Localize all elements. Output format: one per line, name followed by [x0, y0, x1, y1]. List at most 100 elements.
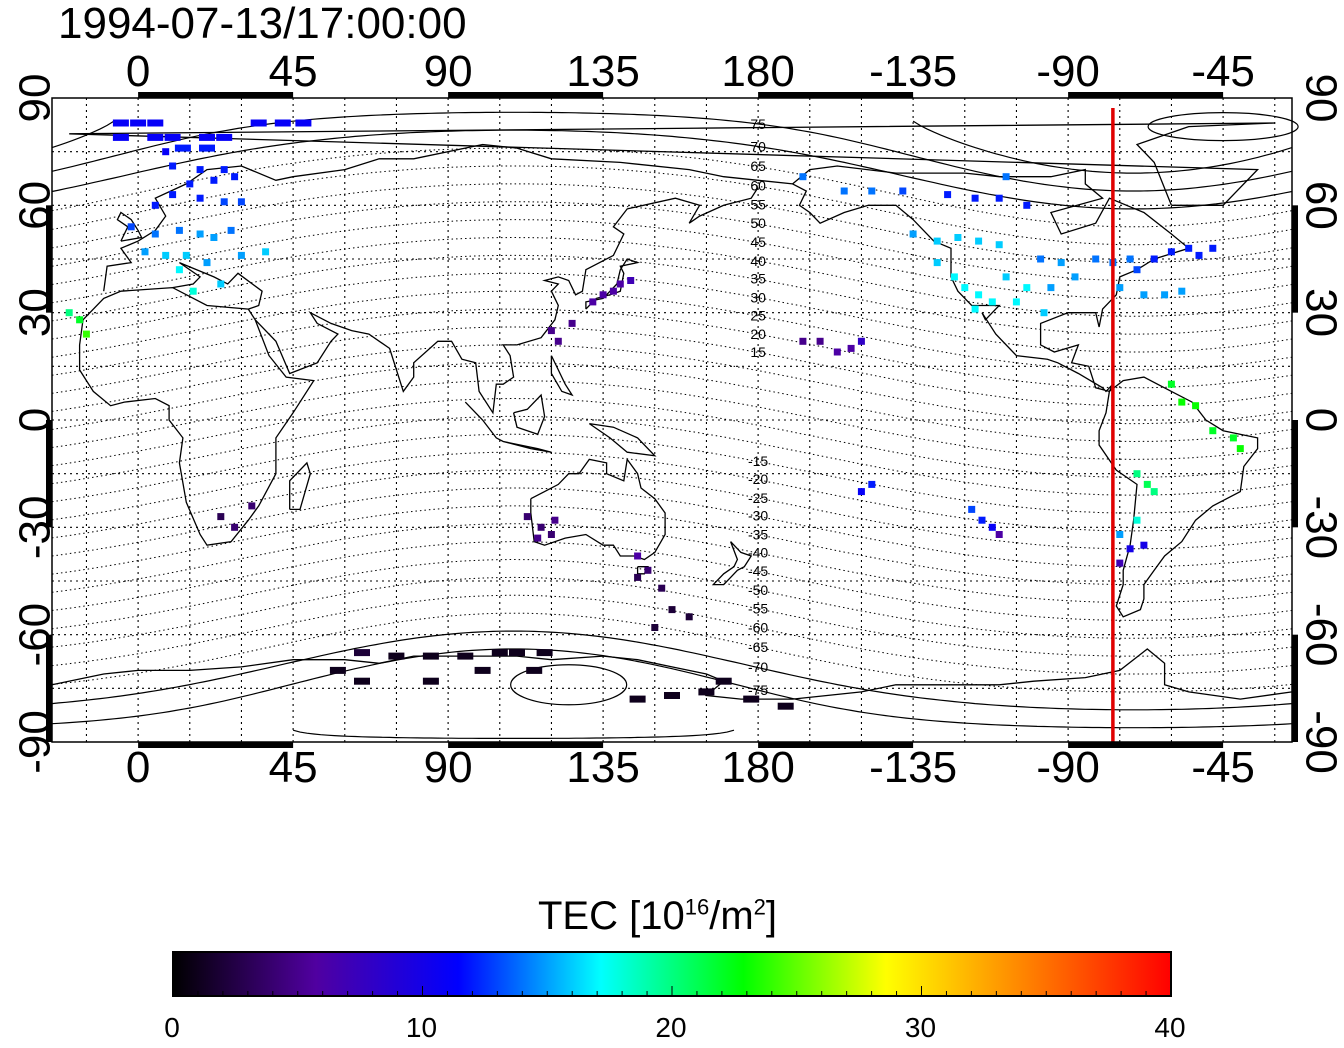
tec-point: [651, 624, 659, 631]
x-tick-label-bottom: 135: [566, 743, 639, 792]
magnetic-latitude-label: -45: [748, 563, 768, 579]
tec-point: [968, 505, 976, 513]
magnetic-latitude-label: -25: [748, 490, 768, 506]
tec-point: [220, 198, 228, 206]
y-tick-label-right: -60: [1296, 603, 1344, 667]
magnetic-latitude-contour: [51, 147, 1293, 228]
tec-point: [1133, 470, 1141, 478]
tec-point: [1126, 545, 1134, 553]
tec-point: [995, 241, 1003, 249]
tec-point: [1150, 255, 1158, 263]
y-tick-label-right: 30: [1296, 288, 1344, 337]
magnetic-latitude-contour: [51, 219, 1293, 299]
tec-point: [857, 488, 865, 496]
tec-point: [799, 173, 807, 181]
tec-point: [1057, 259, 1065, 267]
y-tick-label-right: 90: [1296, 74, 1344, 123]
x-tick-label-bottom: 180: [721, 743, 794, 792]
tec-point: [354, 649, 370, 657]
map-title: 1994-07-13/17:00:00: [58, 0, 467, 48]
magnetic-latitude-label: 15: [750, 344, 766, 360]
frame-bar: [138, 92, 294, 98]
tec-point: [554, 337, 562, 345]
tec-point: [248, 502, 256, 510]
x-tick-label-bottom: -90: [1036, 743, 1100, 792]
tec-point: [1092, 255, 1100, 263]
tec-point: [1116, 284, 1124, 292]
coastline: [289, 461, 311, 511]
tec-point: [491, 649, 508, 657]
tec-point: [231, 523, 239, 531]
y-tick-label-left: -60: [11, 603, 60, 667]
tec-point: [971, 305, 979, 313]
tec-point: [457, 652, 474, 660]
colorbar-title: TEC [1016/m2]: [538, 894, 778, 938]
tec-point: [1116, 531, 1124, 538]
frame-bar: [448, 92, 604, 98]
tec-point: [164, 133, 181, 141]
magnetic-latitude-label: 45: [750, 234, 766, 250]
tec-point: [629, 695, 646, 703]
tec-point: [231, 173, 239, 181]
tec-point: [1209, 427, 1217, 435]
tec-point: [715, 677, 732, 685]
tec-point: [1116, 559, 1124, 567]
tec-point: [568, 319, 576, 327]
tec-point: [658, 584, 666, 592]
tec-point: [474, 666, 491, 674]
x-tick-label-top: 180: [721, 47, 794, 96]
tec-point: [422, 652, 439, 660]
coastline: [464, 401, 552, 453]
tec-point: [777, 702, 794, 710]
frame-bar: [758, 742, 914, 748]
tec-point: [547, 531, 555, 538]
coastline: [116, 211, 143, 242]
tec-point: [1161, 291, 1169, 299]
tec-point: [1150, 488, 1158, 496]
tec-point: [1178, 398, 1186, 406]
tec-point: [978, 516, 986, 524]
y-tick-label-left: 30: [11, 288, 60, 337]
coastline: [588, 422, 657, 457]
tec-point: [988, 298, 996, 306]
tec-point: [1185, 244, 1193, 252]
magnetic-latitude-contour: [51, 433, 1293, 514]
y-tick-label-right: -90: [1296, 710, 1344, 774]
magnetic-latitude-contour: [51, 308, 1293, 389]
tec-point: [250, 119, 267, 127]
tec-point: [141, 248, 149, 256]
tec-point: [961, 284, 969, 292]
tec-point: [82, 330, 90, 338]
magnetic-latitude-label: -20: [748, 471, 768, 487]
colorbar: [172, 951, 1172, 997]
x-tick-label-top: -45: [1191, 47, 1255, 96]
tec-point: [1167, 248, 1175, 256]
magnetic-latitude-label: 20: [750, 326, 766, 342]
tec-point: [933, 237, 941, 245]
magnetic-latitude-contour: [51, 236, 1293, 317]
coastline: [78, 286, 315, 546]
magnetic-latitude-contour: [51, 630, 1293, 711]
tec-point: [130, 119, 147, 127]
tec-point: [664, 692, 680, 699]
tec-point: [975, 291, 983, 299]
tec-point: [537, 523, 545, 531]
magnetic-latitude-contour: [51, 505, 1293, 586]
tec-point: [147, 119, 164, 127]
magnetic-latitude-label: -55: [748, 601, 768, 617]
tec-point: [1071, 273, 1079, 281]
tec-point: [1002, 273, 1010, 281]
tec-point: [1140, 541, 1148, 549]
south-magnetic-pole-contour: [510, 664, 628, 706]
tec-point: [547, 327, 555, 335]
magnetic-latitude-label: -35: [748, 526, 768, 542]
coastline: [550, 355, 574, 397]
tec-point: [523, 513, 531, 521]
tec-point: [162, 148, 170, 156]
magnetic-latitude-contour: [51, 120, 115, 149]
tec-point: [534, 534, 542, 542]
tec-point: [833, 348, 841, 356]
coastline: [585, 258, 641, 310]
magnetic-latitude-contour: [51, 380, 1293, 460]
coastline: [530, 457, 666, 561]
